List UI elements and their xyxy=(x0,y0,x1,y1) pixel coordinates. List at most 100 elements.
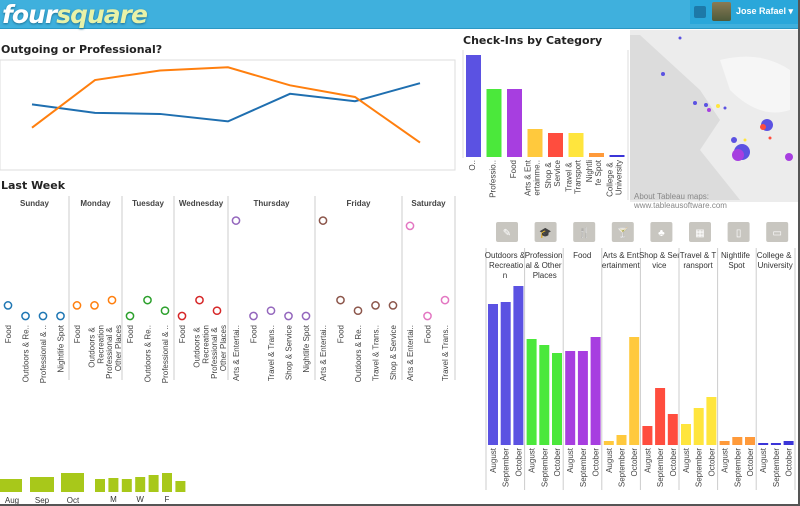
map-bay xyxy=(720,56,790,113)
top-bar: foursquare Jose Rafael ▾ xyxy=(0,0,800,29)
category-bar xyxy=(589,153,604,157)
group-label: Arts & Ent ertainment xyxy=(602,251,641,270)
group-label: College & University xyxy=(757,251,794,270)
venue-label: Food xyxy=(126,325,135,343)
venue-label: Outdoors & Re.. xyxy=(144,325,153,382)
map-marker xyxy=(704,103,708,107)
month-bar xyxy=(642,426,653,445)
month-bar xyxy=(758,443,769,445)
map-marker xyxy=(743,138,747,142)
checkin-dot xyxy=(231,216,241,225)
checkin-dot xyxy=(212,306,222,316)
venue-label: Food xyxy=(73,325,82,343)
month-bar xyxy=(745,437,755,445)
venue-label: Outdoors & Re.. xyxy=(354,325,363,382)
venue-label: Food xyxy=(250,325,259,343)
category-label: College & University xyxy=(606,160,624,197)
menu-icon[interactable] xyxy=(694,6,706,18)
checkin-dot xyxy=(38,311,48,321)
month-bar xyxy=(603,441,614,445)
month-total-label: Oct xyxy=(67,496,80,505)
month-bar xyxy=(552,353,562,445)
fork-knife-icon xyxy=(573,222,596,242)
month-bar xyxy=(732,437,743,445)
month-total-bar xyxy=(0,479,22,492)
month-label: August xyxy=(605,447,614,473)
month-label: August xyxy=(682,447,691,473)
checkin-dot xyxy=(423,311,432,321)
venue-label: Professional & Other Places xyxy=(210,325,228,379)
day-total-bar xyxy=(162,473,172,492)
month-label: September xyxy=(656,448,665,487)
avatar xyxy=(712,2,731,21)
day-total-label: F xyxy=(165,495,170,504)
checkin-dot xyxy=(388,301,398,310)
month-label: September xyxy=(618,448,627,487)
month-bar xyxy=(513,286,524,445)
venue-label: Outdoors & Re.. xyxy=(22,325,31,382)
month-label: October xyxy=(669,448,678,477)
day-total-bar xyxy=(108,478,119,492)
month-bar xyxy=(565,351,576,445)
user-name-text: Jose Rafael xyxy=(736,6,787,16)
venue-label: Professional & Other Places xyxy=(105,325,123,379)
logo-text: four xyxy=(2,0,57,29)
venue-label: Food xyxy=(337,325,346,343)
checkin-dot xyxy=(301,311,311,321)
map-land xyxy=(630,35,740,200)
venue-label: Arts & Entertai.. xyxy=(232,325,241,381)
venue-label: Shop & Service xyxy=(389,324,398,380)
category-bar xyxy=(466,55,481,157)
line-series-outgoing xyxy=(31,66,421,144)
category-label: Arts & Entertainme.. xyxy=(524,159,542,196)
user-name: Jose Rafael ▾ xyxy=(736,6,793,17)
category-label: O.. xyxy=(468,160,477,171)
tree-icon xyxy=(650,222,673,242)
map-marker xyxy=(661,72,665,76)
shopping-bag-icon xyxy=(727,222,750,242)
foursquare-logo[interactable]: foursquare xyxy=(2,0,148,29)
cocktail-icon xyxy=(611,222,634,242)
checkin-dot xyxy=(177,311,187,321)
user-menu[interactable]: Jose Rafael ▾ xyxy=(690,0,800,24)
checkin-dot xyxy=(284,311,293,321)
graduation-cap-icon xyxy=(534,222,557,242)
venue-label: Travel & Trans.. xyxy=(267,325,276,381)
day-header: Wednesday xyxy=(179,199,224,208)
checkin-dot xyxy=(336,295,345,305)
tree-icon: ♣ xyxy=(658,228,665,239)
month-label: September xyxy=(579,448,588,487)
logo-text: square xyxy=(56,0,148,29)
checkin-dot xyxy=(107,295,117,305)
month-bar xyxy=(706,397,717,445)
month-label: October xyxy=(746,448,755,477)
month-bar xyxy=(629,337,640,445)
month-bar xyxy=(655,388,666,445)
checkin-dot xyxy=(249,311,258,321)
month-label: September xyxy=(540,448,549,487)
venue-label: Travel & Trans.. xyxy=(441,325,450,381)
month-bar xyxy=(667,414,678,445)
month-label: August xyxy=(528,447,537,473)
checkin-dot xyxy=(195,295,204,305)
category-bar xyxy=(527,129,543,157)
month-bar xyxy=(681,424,691,445)
building-icon: ▦ xyxy=(695,228,704,239)
month-label: October xyxy=(514,448,523,477)
day-header: Saturday xyxy=(411,199,446,208)
month-bar xyxy=(526,339,537,445)
map-marker xyxy=(707,108,711,112)
day-total-bar xyxy=(135,477,146,492)
month-label: August xyxy=(759,447,768,473)
group-label: Shop & Ser vice xyxy=(639,251,680,270)
category-bar xyxy=(507,89,522,157)
category-label: Nightlife Spot xyxy=(585,159,603,185)
month-label: September xyxy=(772,448,781,487)
month-label: September xyxy=(695,448,704,487)
checkin-dot xyxy=(371,301,380,310)
month-bar xyxy=(783,441,794,445)
month-label: August xyxy=(643,447,652,473)
month-bar xyxy=(693,408,704,445)
group-label: Food xyxy=(573,251,591,260)
